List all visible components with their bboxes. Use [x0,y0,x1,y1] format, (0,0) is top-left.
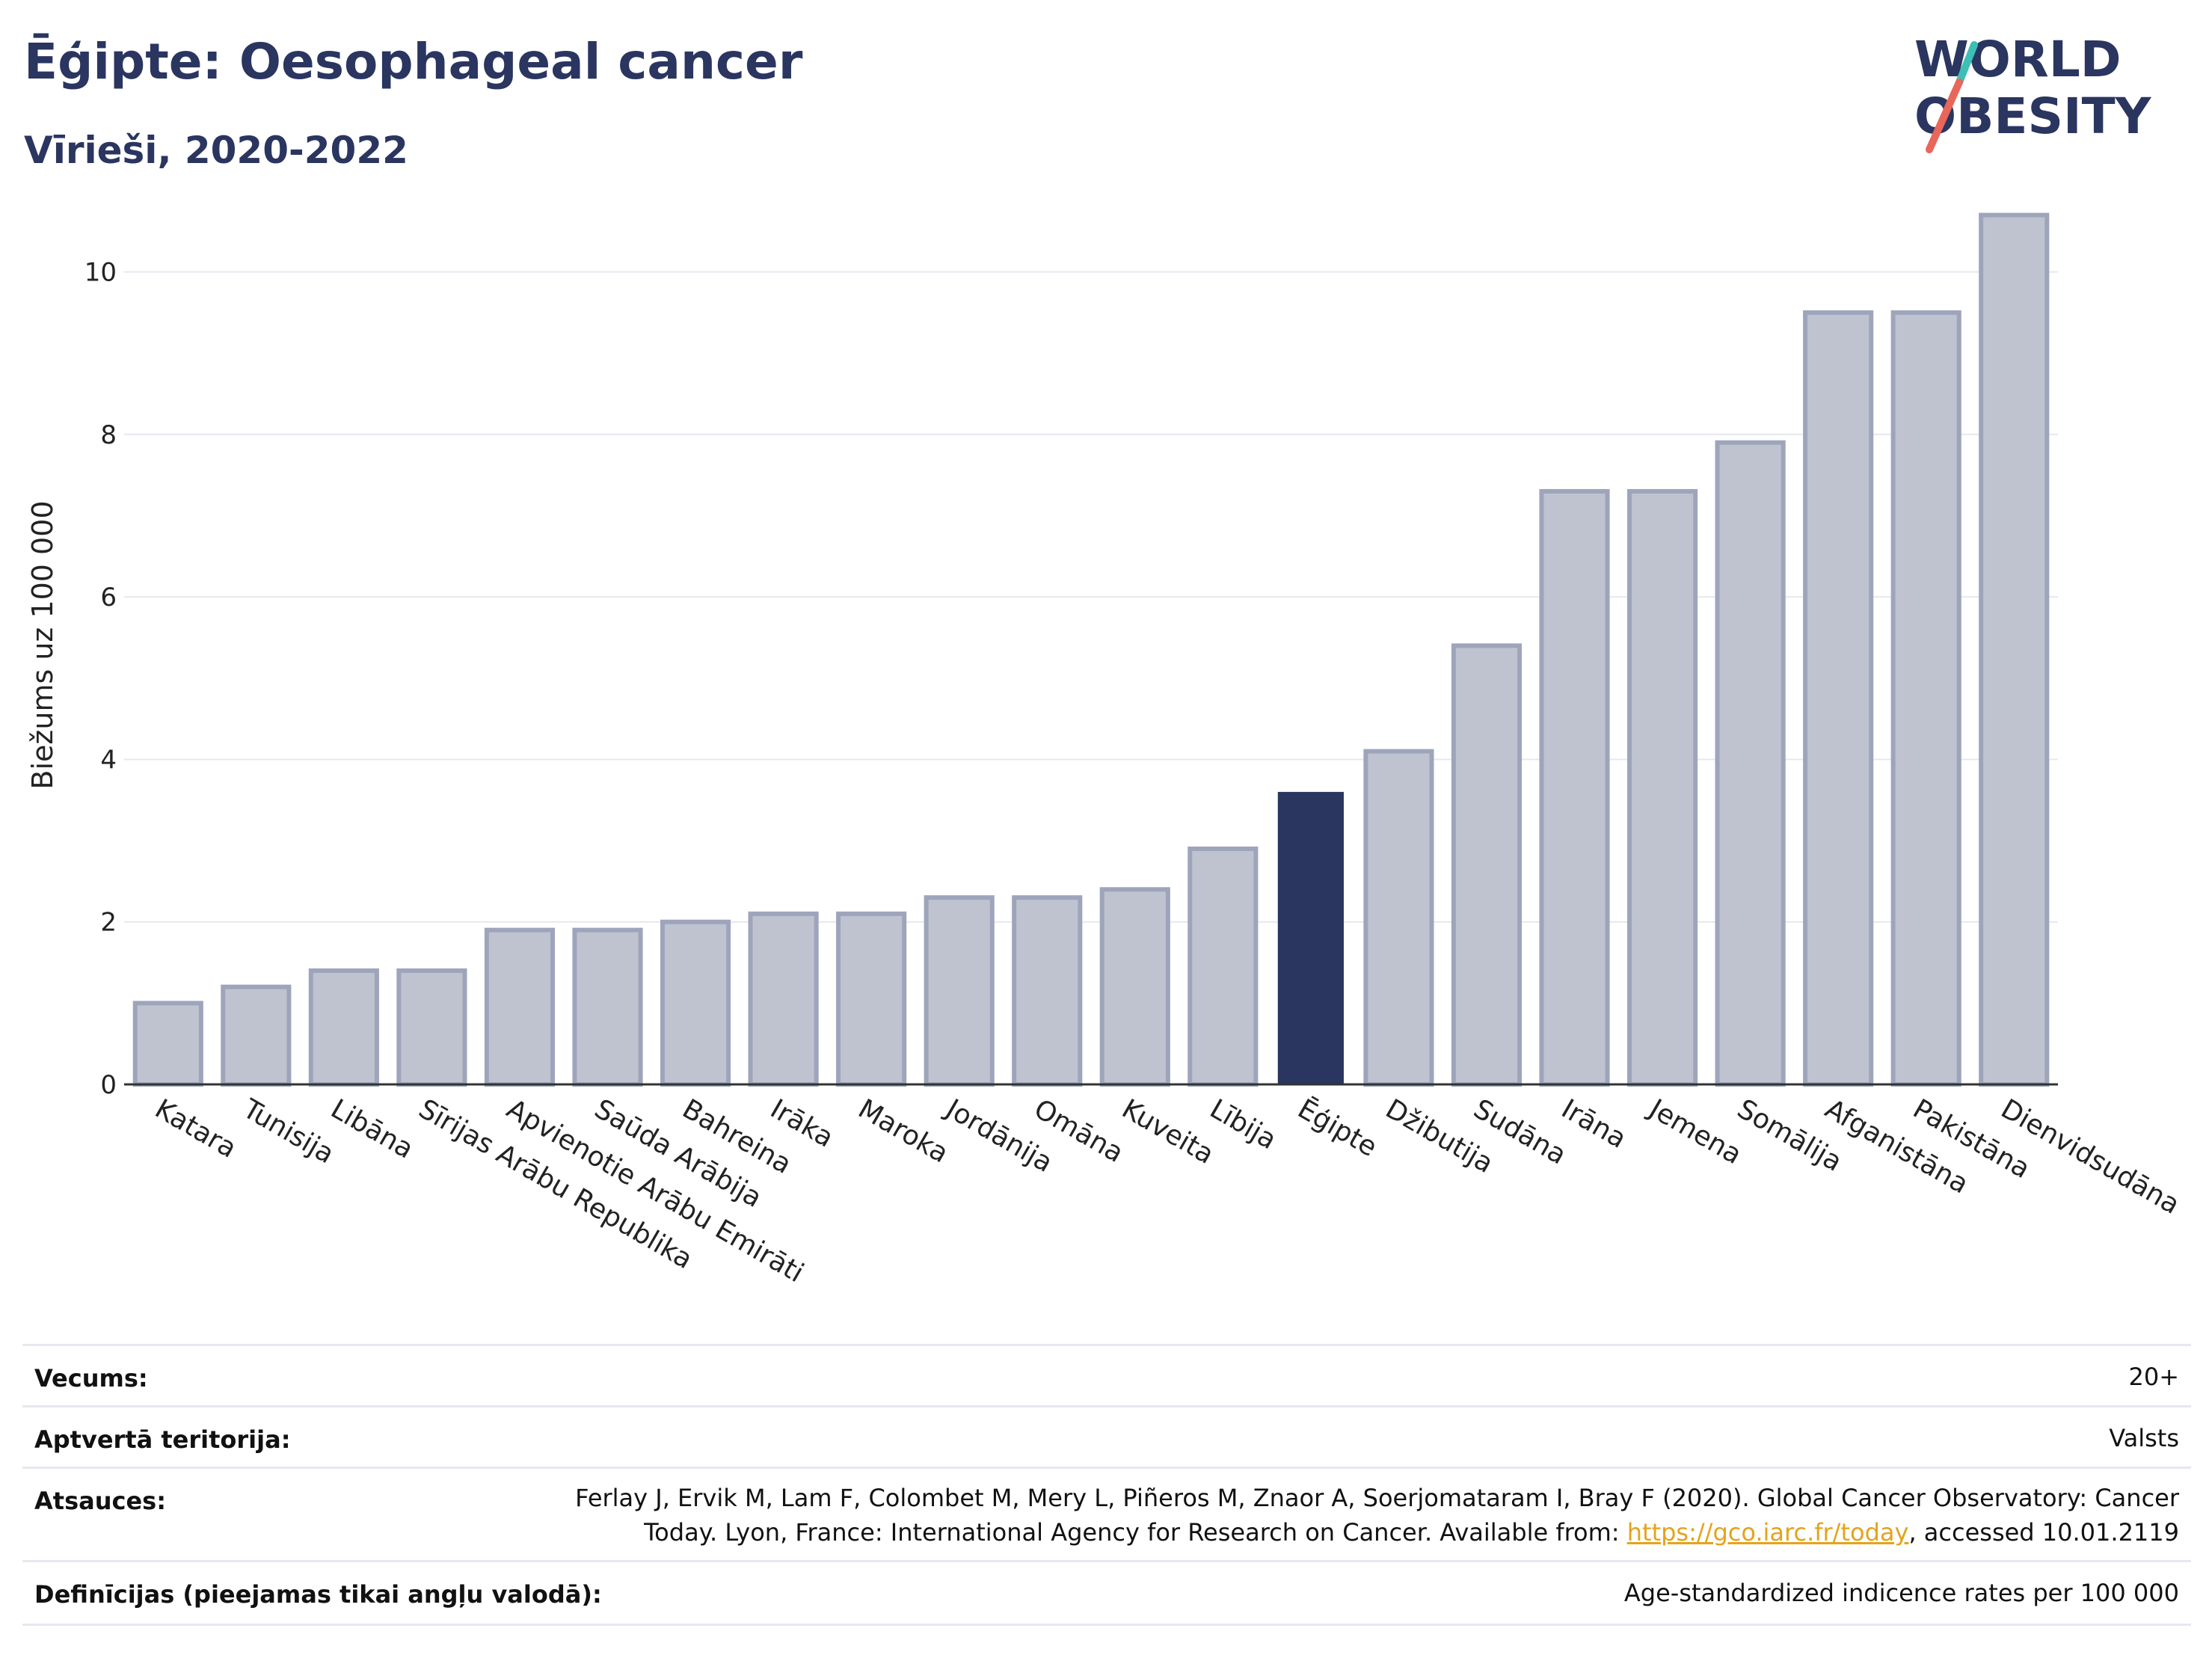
world-obesity-logo: WORLD OBESITY [1914,31,2152,153]
references-line2: Today. Lyon, France: International Agenc… [575,1515,2179,1550]
meta-row-age: Vecums: 20+ [22,1344,2191,1407]
bar [1715,440,1786,1087]
meta-row-coverage: Aptvertā teritorija: Valsts [22,1405,2191,1469]
meta-row-references: Atsauces: Ferlay J, Ervik M, Lam F, Colo… [22,1467,2191,1562]
bar [1451,643,1523,1087]
bar [132,1001,203,1087]
bar [748,911,819,1087]
bar [221,984,292,1087]
bar [572,927,643,1087]
bar [924,895,995,1087]
x-tick-label: Katara [150,1093,242,1164]
references-accessed: , accessed 10.01.2119 [1908,1518,2179,1547]
y-tick-label: 8 [100,420,117,450]
bar [1188,846,1259,1087]
logo-slash-teal [1956,41,1978,86]
logo-line1: WORLD [1914,31,2122,88]
meta-row-definitions: Definīcijas (pieejamas tikai angļu valod… [22,1560,2191,1626]
bar [1012,895,1083,1087]
bar [1626,488,1698,1087]
bar [484,927,556,1087]
bar [660,919,731,1087]
references-value: Ferlay J, Ervik M, Lam F, Colombet M, Me… [575,1481,2179,1550]
x-tick-label: Jemena [1643,1093,1747,1170]
x-tick-label: Libāna [325,1093,418,1164]
y-tick-label: 4 [100,745,117,775]
bar [1363,749,1434,1087]
age-label: Vecums: [34,1364,148,1393]
bar [1890,310,1961,1087]
y-tick-label: 0 [100,1070,117,1100]
y-tick-label: 10 [85,258,117,288]
page-title: Ēģipte: Oesophageal cancer [24,33,803,90]
references-link[interactable]: https://gco.iarc.fr/today [1626,1518,1909,1547]
bar [1979,212,2050,1087]
references-line2-text: Today. Lyon, France: International Agenc… [644,1518,1627,1547]
bar [1099,887,1170,1087]
logo-slash-red [1926,79,1963,153]
definitions-value: Age-standardized indicence rates per 100… [1623,1579,2179,1607]
bar [308,968,379,1087]
y-tick-label: 6 [100,583,117,612]
x-tick-label: Tunisija [237,1093,340,1170]
y-axis-label: Biežums uz 100 000 [26,500,59,789]
x-tick-label: Ēģipte [1292,1093,1382,1163]
age-value: 20+ [2128,1363,2179,1391]
bar [396,968,467,1087]
x-tick-label: Kuveita [1116,1093,1219,1170]
x-tick-label: Maroka [853,1093,953,1169]
references-label: Atsauces: [34,1487,166,1515]
bar-highlighted [1277,791,1344,1084]
bar [1803,310,1874,1087]
bar [836,911,907,1087]
references-line1: Ferlay J, Ervik M, Lam F, Colombet M, Me… [575,1484,2179,1512]
y-tick-label: 2 [100,908,117,938]
coverage-value: Valsts [2109,1424,2179,1452]
definitions-label: Definīcijas (pieejamas tikai angļu valod… [34,1580,602,1609]
coverage-label: Aptvertā teritorija: [34,1425,291,1454]
bar-layer [132,212,2050,1087]
page-subtitle: Vīrieši, 2020-2022 [24,129,408,172]
bar [1539,488,1610,1087]
